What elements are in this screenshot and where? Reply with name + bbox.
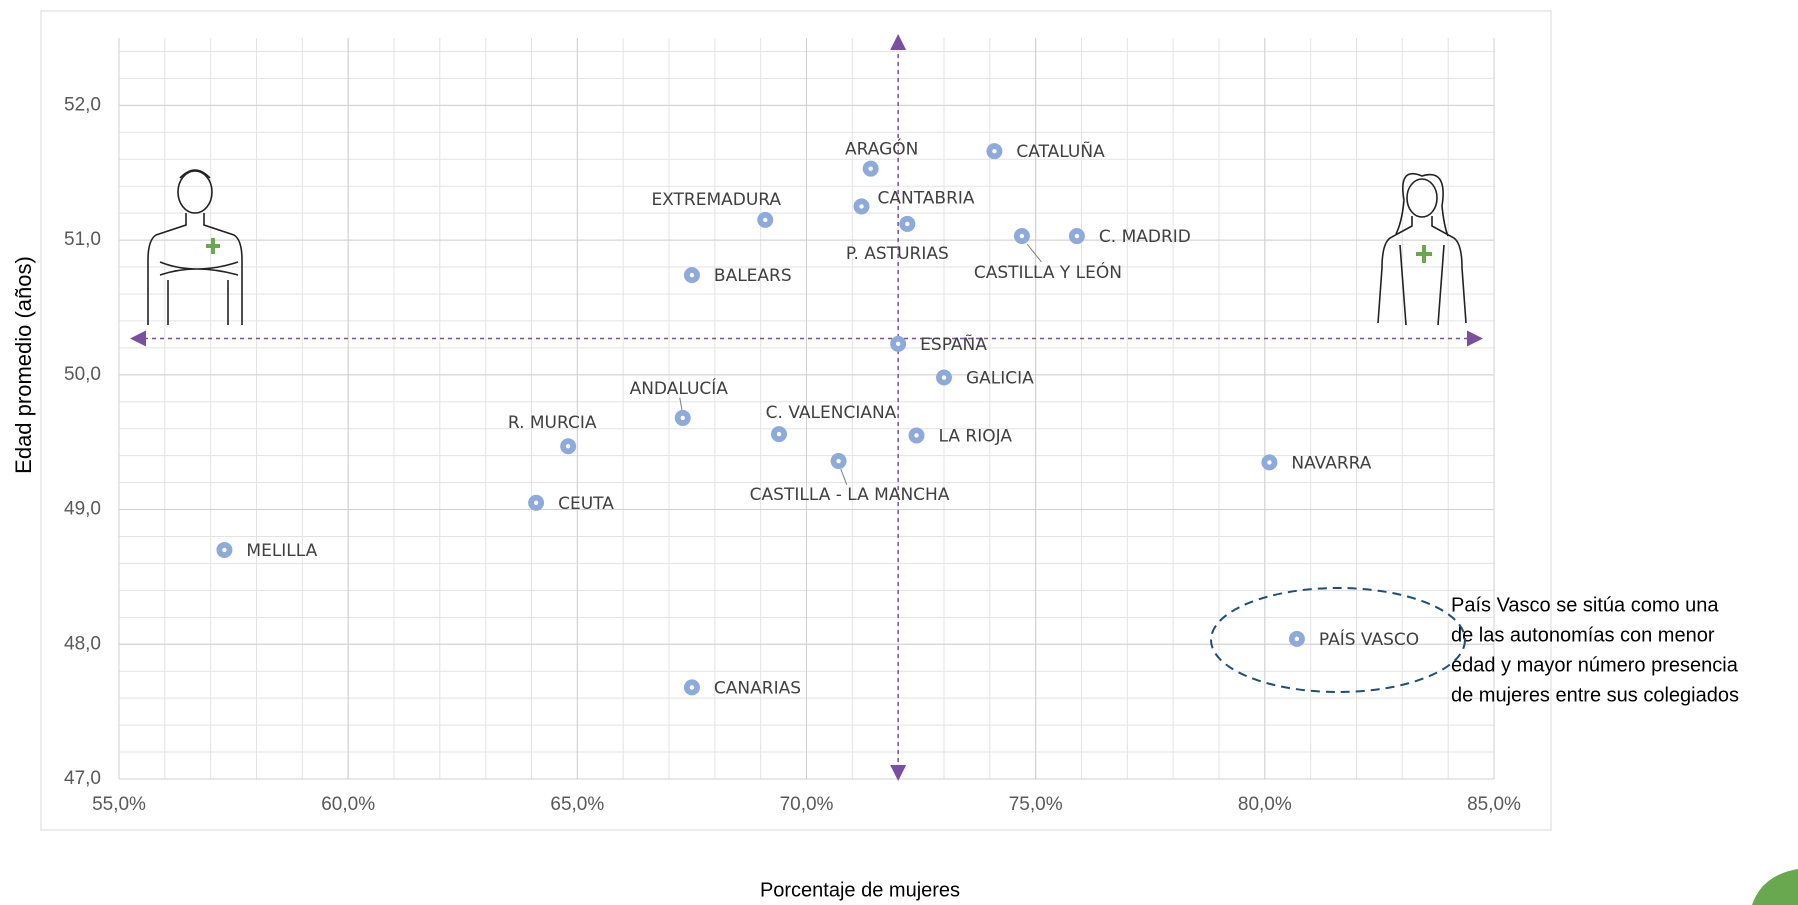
y-tick-label: 47,0: [64, 768, 101, 789]
annotation: de las autonomías con menor: [1451, 624, 1715, 646]
annotation: edad y mayor número presencia: [1451, 654, 1739, 676]
arrow-head: [130, 330, 146, 346]
point-label: ARAGÓN: [845, 138, 918, 160]
point-center: [836, 459, 840, 463]
point-label: CASTILLA Y LEÓN: [974, 261, 1122, 283]
point-center: [1075, 234, 1079, 238]
point-center: [690, 685, 694, 689]
y-tick-label: 49,0: [64, 499, 101, 520]
y-tick-label: 48,0: [64, 633, 101, 654]
y-tick-label: 52,0: [64, 94, 101, 115]
point-label: CASTILLA - LA MANCHA: [750, 485, 950, 505]
y-tick-label: 50,0: [64, 364, 101, 385]
point-label: NAVARRA: [1291, 453, 1371, 473]
cross-icon: [1416, 245, 1432, 263]
point-center: [1020, 234, 1024, 238]
x-tick-label: 75,0%: [1009, 794, 1063, 815]
chart: MELILLA CEUTA R. MURCIA ANDALUCÍA C. VALENCI…: [0, 0, 1798, 905]
x-tick-label: 80,0%: [1238, 794, 1292, 815]
point-label: PAÍS VASCO: [1319, 628, 1419, 650]
arrow-head: [890, 34, 906, 50]
point-center: [763, 218, 767, 222]
point-center: [868, 166, 872, 170]
x-tick-label: 70,0%: [780, 794, 834, 815]
point-label: C. VALENCIANA: [766, 403, 897, 423]
point-center: [859, 204, 863, 208]
point-label: BALEARS: [714, 266, 792, 286]
point-center: [1267, 460, 1271, 464]
point-label: P. ASTURIAS: [846, 244, 949, 264]
point-center: [690, 273, 694, 277]
point-center: [992, 149, 996, 153]
point-center: [1295, 637, 1299, 641]
point-label: MELILLA: [246, 541, 317, 561]
x-tick-label: 60,0%: [321, 794, 375, 815]
annotation: País Vasco se sitúa como una: [1451, 594, 1719, 616]
point-center: [914, 433, 918, 437]
point-label: GALICIA: [966, 369, 1034, 389]
point-center: [896, 342, 900, 346]
point-center: [681, 416, 685, 420]
point-label: CANARIAS: [714, 678, 801, 698]
point-label: ESPAÑA: [920, 333, 987, 355]
point-label: C. MADRID: [1099, 227, 1191, 247]
point-label: CANTABRIA: [878, 188, 975, 208]
y-axis-title: Edad promedio (años): [11, 256, 36, 474]
leader-line: [1027, 244, 1041, 262]
point-center: [222, 548, 226, 552]
x-axis-title: Porcentaje de mujeres: [760, 879, 960, 901]
x-tick-label: 55,0%: [92, 794, 146, 815]
point-center: [905, 222, 909, 226]
point-label: R. MURCIA: [508, 413, 597, 433]
leader-line: [680, 398, 682, 410]
y-tick-label: 51,0: [64, 229, 101, 250]
x-tick-label: 65,0%: [550, 794, 604, 815]
point-label: LA RIOJA: [939, 426, 1013, 446]
arrow-head: [1467, 330, 1483, 346]
point-label: CEUTA: [558, 494, 614, 514]
point-center: [566, 444, 570, 448]
point-center: [534, 501, 538, 505]
logo: [1752, 869, 1798, 905]
point-label: EXTREMADURA: [651, 190, 781, 210]
x-tick-label: 85,0%: [1467, 794, 1521, 815]
point-center: [777, 432, 781, 436]
point-center: [942, 375, 946, 379]
point-label: CATALUÑA: [1016, 140, 1105, 162]
point-label: ANDALUCÍA: [630, 377, 729, 399]
male-icon: [148, 170, 242, 325]
annotation: de mujeres entre sus colegiados: [1451, 684, 1739, 706]
